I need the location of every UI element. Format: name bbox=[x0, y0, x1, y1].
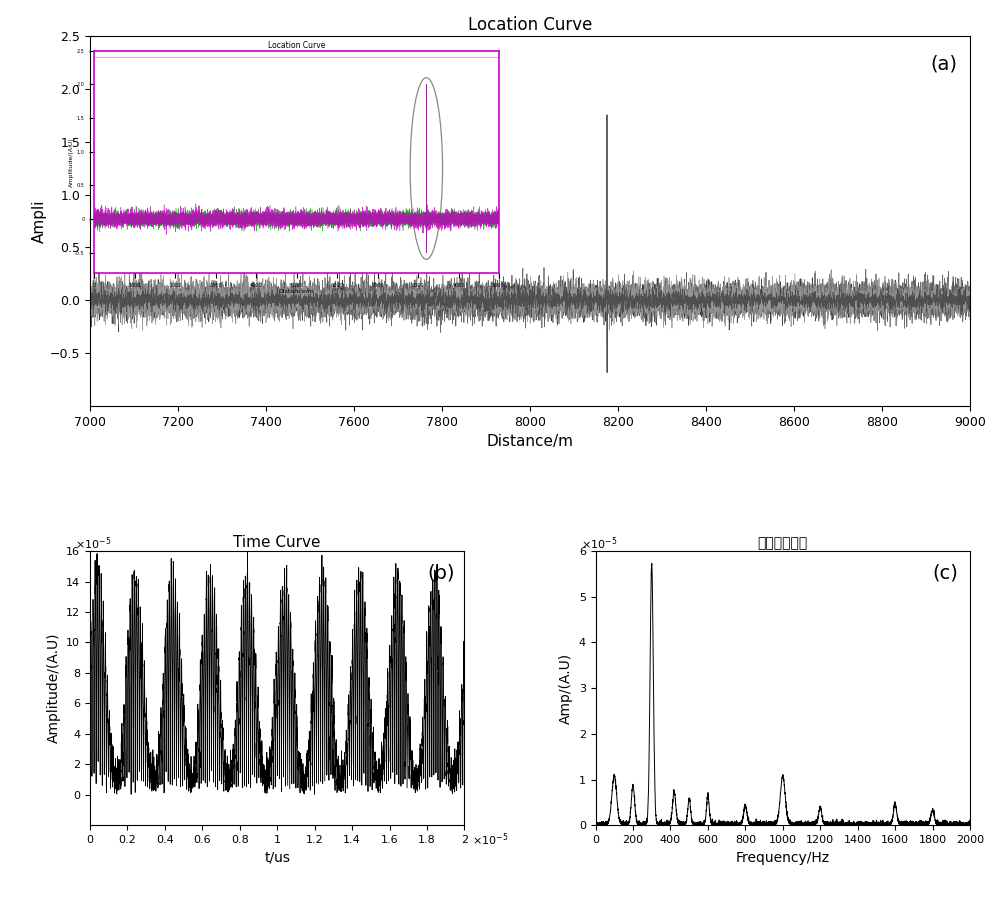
X-axis label: Distance/m: Distance/m bbox=[486, 434, 574, 449]
X-axis label: Frequency/Hz: Frequency/Hz bbox=[736, 850, 830, 865]
X-axis label: t/us: t/us bbox=[264, 850, 290, 865]
Text: (a): (a) bbox=[930, 54, 957, 74]
Text: (c): (c) bbox=[933, 563, 958, 582]
Title: Location Curve: Location Curve bbox=[468, 16, 592, 34]
Text: $\times\mathdefault{10}^{\mathdefault{-5}}$: $\times\mathdefault{10}^{\mathdefault{-5… bbox=[75, 536, 111, 552]
Y-axis label: Amp/(A.U): Amp/(A.U) bbox=[559, 653, 573, 724]
Text: (b): (b) bbox=[427, 563, 455, 582]
Y-axis label: Amplitude/(A.U): Amplitude/(A.U) bbox=[47, 633, 61, 744]
Y-axis label: Ampli: Ampli bbox=[32, 199, 47, 243]
Text: $\times\mathdefault{10}^{\mathdefault{-5}}$: $\times\mathdefault{10}^{\mathdefault{-5… bbox=[472, 832, 508, 848]
Title: Time Curve: Time Curve bbox=[233, 535, 321, 550]
Title: 幅频特性曲线: 幅频特性曲线 bbox=[758, 536, 808, 550]
Text: $\times\mathdefault{10}^{\mathdefault{-5}}$: $\times\mathdefault{10}^{\mathdefault{-5… bbox=[581, 536, 617, 552]
